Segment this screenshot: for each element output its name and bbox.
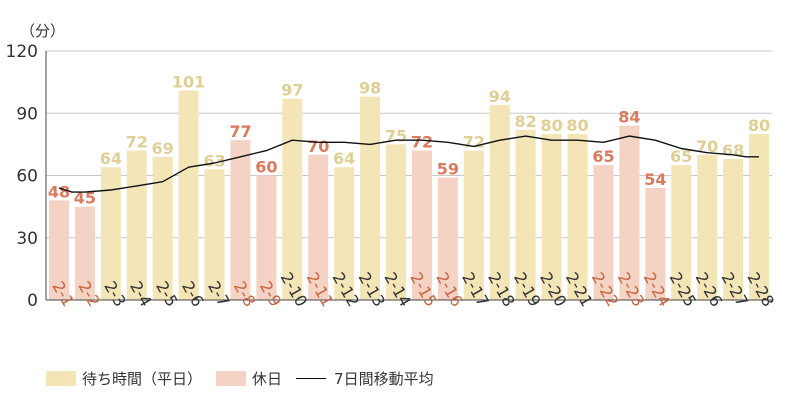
weekday-bar xyxy=(723,158,744,300)
bar-value-label: 82 xyxy=(515,112,537,131)
x-tick-label: 2-20 xyxy=(536,269,571,310)
weekday-bar xyxy=(204,169,225,300)
bar-value-label: 72 xyxy=(126,133,148,152)
bar-value-label: 64 xyxy=(100,149,122,168)
x-tick-label: 2-26 xyxy=(692,269,727,310)
bar-value-label: 101 xyxy=(172,72,205,91)
x-tick-label: 2-22 xyxy=(588,269,623,310)
y-tick-label: 90 xyxy=(16,104,38,124)
bar-value-label: 97 xyxy=(281,81,303,100)
bar-value-label: 45 xyxy=(74,189,96,208)
weekday-bar xyxy=(515,129,536,300)
bar-value-label: 60 xyxy=(255,158,277,177)
bar-value-label: 54 xyxy=(644,170,666,189)
weekday-bar xyxy=(282,98,303,300)
weekday-bar xyxy=(360,96,381,301)
weekday-bar xyxy=(386,144,407,300)
bar-value-label: 98 xyxy=(359,79,381,98)
holiday-bar xyxy=(411,150,432,300)
legend-item-weekday: 待ち時間（平日） xyxy=(46,368,202,389)
weekday-bar xyxy=(100,167,121,300)
y-tick-label: 120 xyxy=(6,42,38,62)
x-tick-label: 2-23 xyxy=(614,269,649,310)
x-tick-label: 2-17 xyxy=(458,269,493,310)
bar-value-label: 59 xyxy=(437,160,459,179)
bar-value-label: 75 xyxy=(385,126,407,145)
x-tick-label: 2-14 xyxy=(380,269,415,310)
x-tick-label: 2-21 xyxy=(562,269,597,310)
weekday-bar xyxy=(334,167,355,300)
legend-item-moving-average: 7日間移動平均 xyxy=(296,368,434,389)
x-tick-label: 2-24 xyxy=(640,269,675,310)
legend-label-moving-average: 7日間移動平均 xyxy=(334,370,434,388)
weekday-bar xyxy=(178,90,199,300)
bar-value-label: 80 xyxy=(566,116,588,135)
bars xyxy=(48,90,770,301)
bar-value-label: 77 xyxy=(229,122,251,141)
bar-value-label: 72 xyxy=(411,133,433,152)
weekday-bar xyxy=(541,134,562,300)
weekday-bar xyxy=(567,134,588,300)
weekday-bar xyxy=(126,150,147,300)
holiday-bar xyxy=(593,165,614,300)
bar-value-label: 72 xyxy=(463,133,485,152)
x-tick-label: 2-13 xyxy=(354,269,389,310)
legend: 待ち時間（平日） 休日 7日間移動平均 xyxy=(46,368,434,389)
bar-value-label: 84 xyxy=(618,108,640,127)
weekday-bar xyxy=(152,156,173,300)
bar-value-label: 80 xyxy=(748,116,770,135)
bar-value-label: 70 xyxy=(696,137,718,156)
x-tick-label: 2-12 xyxy=(329,269,364,310)
holiday-bar xyxy=(437,177,458,300)
moving-average-polyline xyxy=(58,135,759,193)
legend-swatch-holiday xyxy=(216,371,247,386)
bar-value-label: 69 xyxy=(152,139,174,158)
legend-label-holiday: 休日 xyxy=(252,370,283,388)
holiday-bar xyxy=(230,140,251,300)
weekday-bar xyxy=(697,154,718,300)
bar-value-label: 94 xyxy=(489,87,511,106)
x-tick-label: 2-19 xyxy=(510,269,545,310)
bar-value-label: 65 xyxy=(670,147,692,166)
x-tick-label: 2-15 xyxy=(406,269,441,310)
weekday-bar xyxy=(749,134,770,300)
y-tick-label: 60 xyxy=(16,167,38,187)
holiday-bar xyxy=(308,154,329,300)
bar-value-label: 64 xyxy=(333,149,355,168)
holiday-bar xyxy=(74,206,95,300)
legend-swatch-weekday xyxy=(46,371,76,386)
holiday-bar xyxy=(256,175,277,300)
bar-value-label: 80 xyxy=(540,116,562,135)
bar-value-label: 70 xyxy=(307,137,329,156)
x-tick-label: 2-11 xyxy=(303,269,338,310)
bar-value-label: 65 xyxy=(592,147,614,166)
legend-swatch-moving-average xyxy=(296,378,327,379)
x-tick-label: 2-25 xyxy=(666,269,701,310)
y-tick-label: 30 xyxy=(16,229,38,249)
bar-value-label: 48 xyxy=(48,182,70,201)
x-tick-label: 2-28 xyxy=(743,269,778,310)
x-tick-label: 2-16 xyxy=(432,269,467,310)
bar-value-label: 63 xyxy=(203,151,225,170)
holiday-bar xyxy=(645,187,666,300)
y-unit-label: （分） xyxy=(20,22,65,40)
legend-item-holiday: 休日 xyxy=(216,368,282,389)
bar-value-label: 68 xyxy=(722,141,744,160)
x-tick-label: 2-27 xyxy=(717,269,752,310)
weekday-bar xyxy=(463,150,484,300)
legend-label-weekday: 待ち時間（平日） xyxy=(82,370,203,388)
holiday-bar xyxy=(48,200,69,300)
weekday-bar xyxy=(489,104,510,300)
x-tick-label: 2-10 xyxy=(277,269,312,310)
x-tick-label: 2-18 xyxy=(484,269,519,310)
moving-average-line xyxy=(58,135,759,193)
weekday-bar xyxy=(671,165,692,300)
holiday-bar xyxy=(619,125,640,300)
y-tick-label: 0 xyxy=(27,291,38,311)
